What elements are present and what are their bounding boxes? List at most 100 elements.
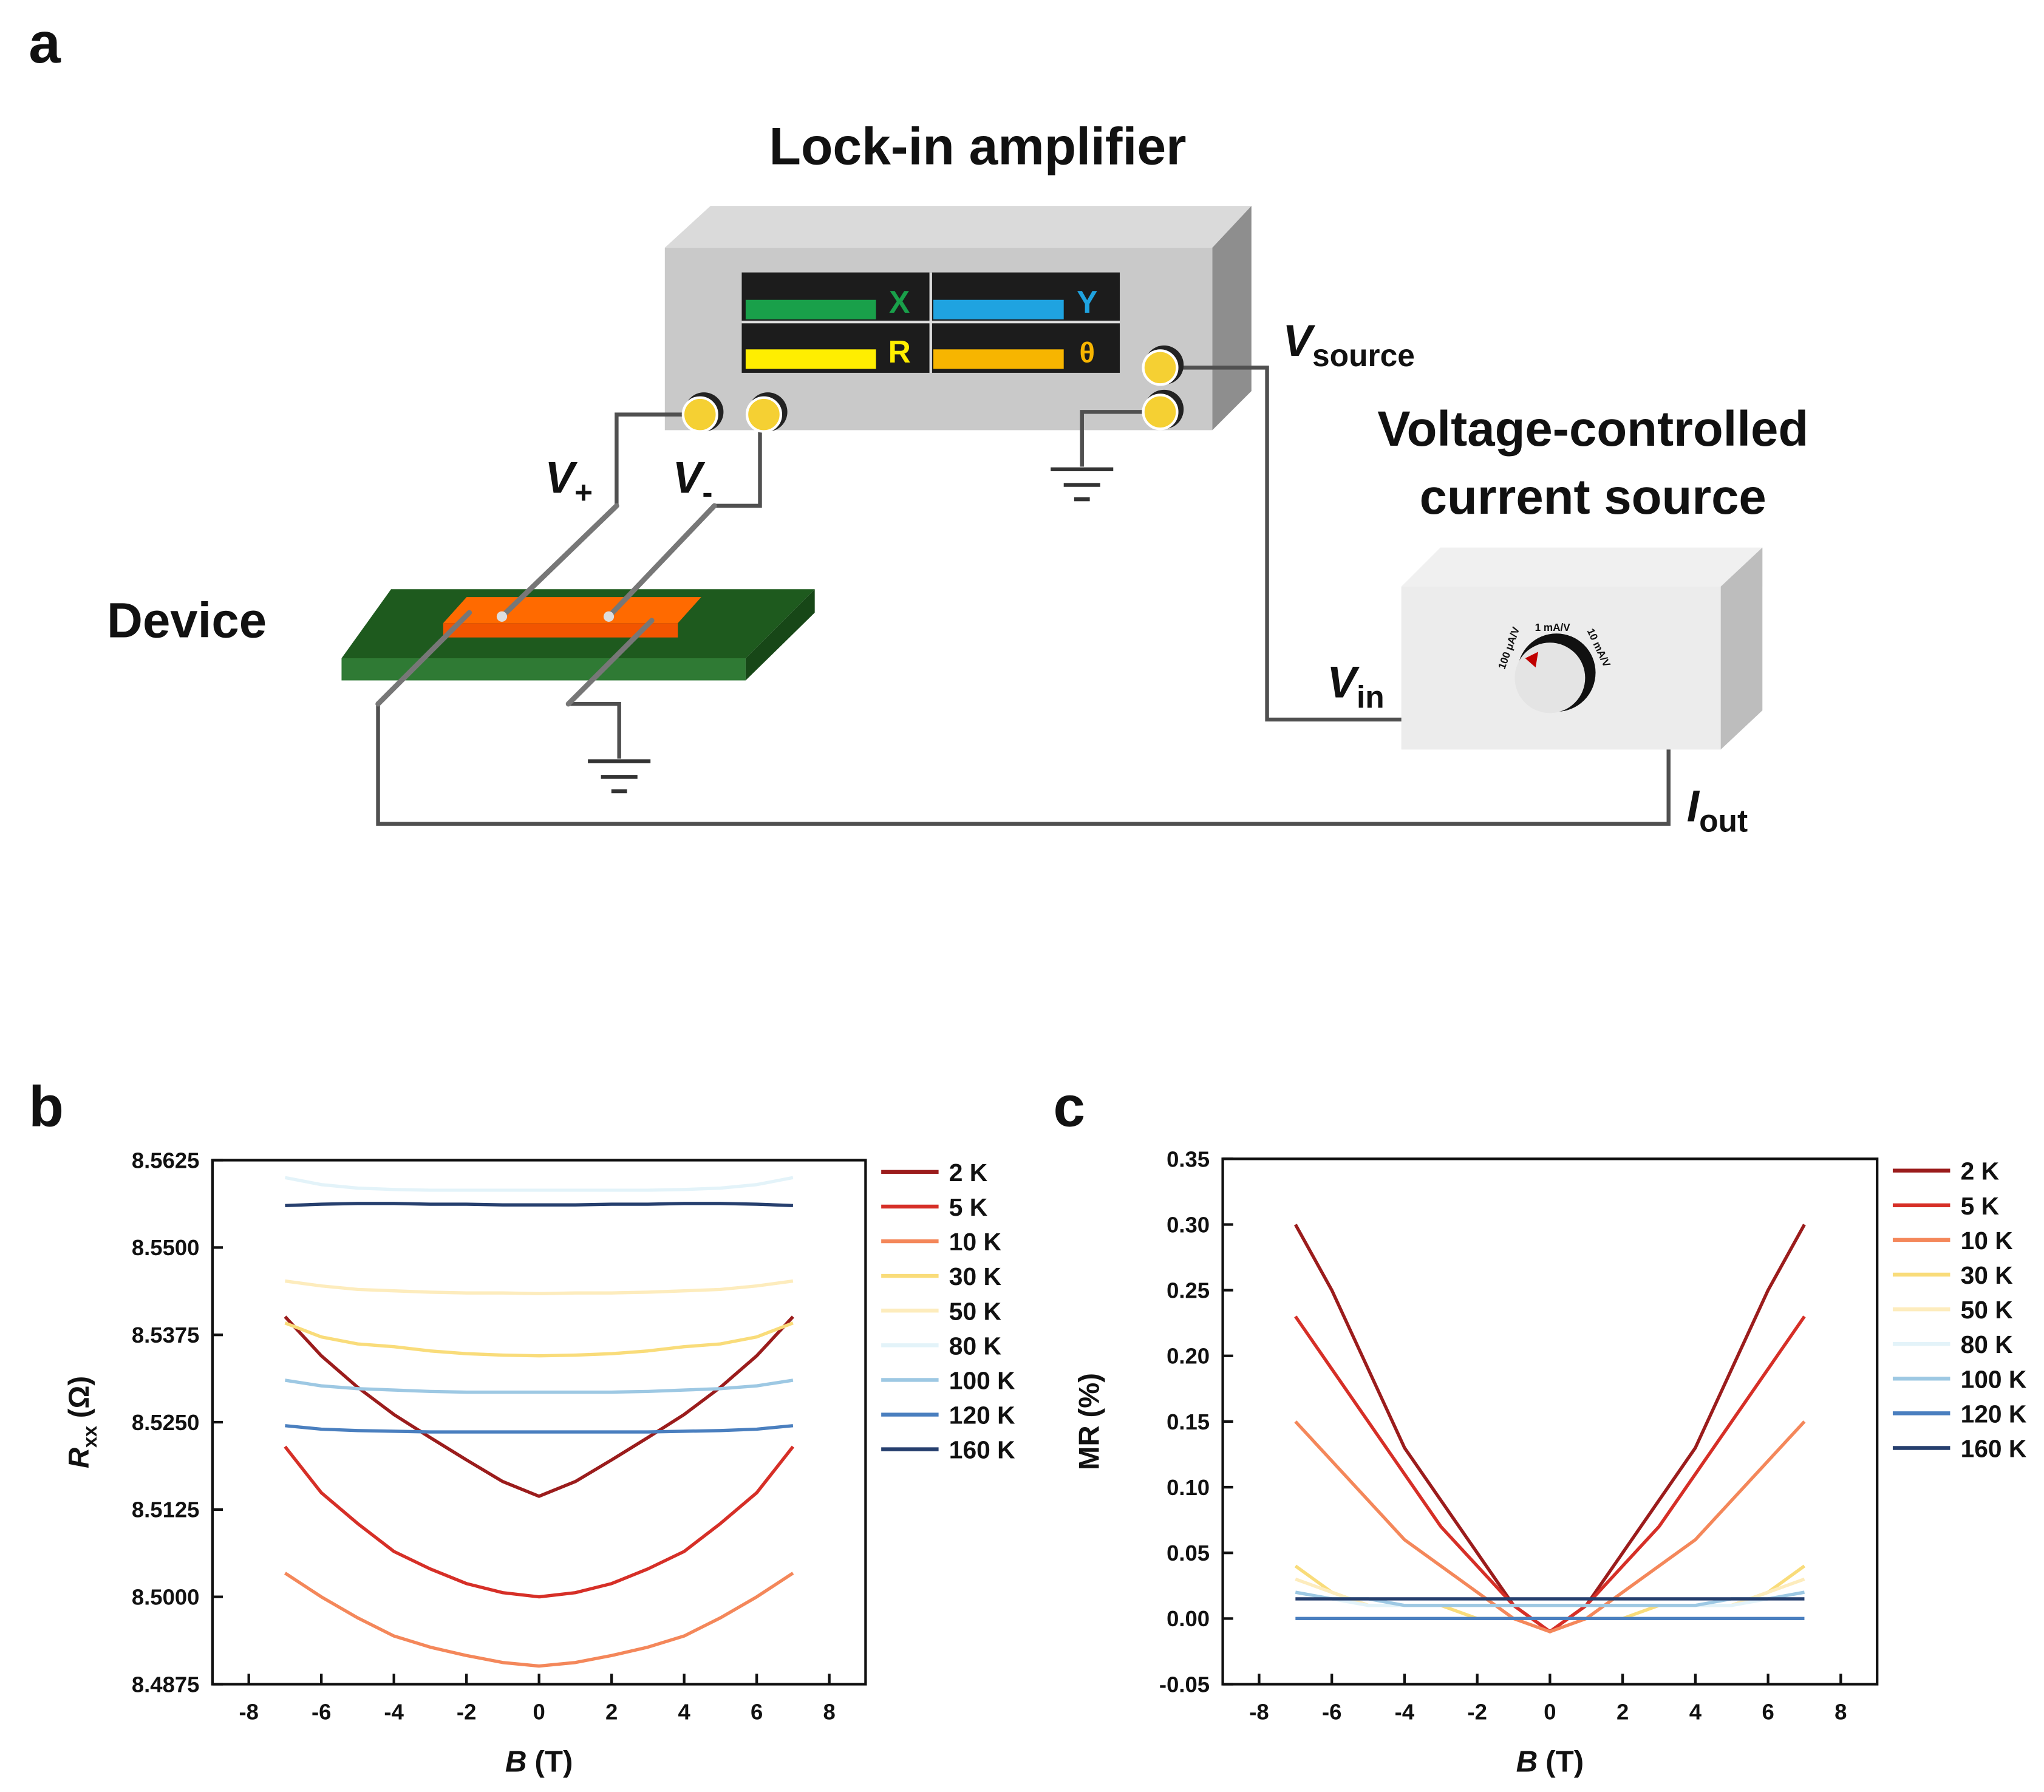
bar-y: [933, 299, 1064, 319]
subscript: +: [574, 475, 593, 510]
data-line: [284, 1176, 794, 1192]
plot-area: [284, 1176, 795, 1668]
legend-label: 2 K: [1961, 1157, 2000, 1185]
display-y: Y: [1077, 284, 1097, 319]
x-tick-label: 6: [751, 1699, 763, 1724]
data-line: [285, 1424, 794, 1434]
y-tick-label: -0.05: [1159, 1672, 1210, 1697]
symbol: B: [505, 1745, 527, 1778]
x-tick-label: 2: [605, 1699, 618, 1724]
data-line: [1294, 1315, 1806, 1634]
plot-frame: [1221, 1157, 1879, 1686]
x-axis-title: B (T): [505, 1745, 573, 1778]
y-tick-label: 0.05: [1167, 1541, 1210, 1565]
symbol: V: [545, 453, 577, 502]
v-plus-label: V+: [545, 453, 593, 509]
wire: [1080, 410, 1160, 467]
y-tick-label: 8.5375: [132, 1323, 200, 1347]
legend-label: 120 K: [1961, 1400, 2027, 1428]
x-tick-label: 2: [1616, 1699, 1629, 1724]
unit: (T): [534, 1745, 573, 1778]
x-axis-title: B (T): [1516, 1745, 1584, 1778]
y-tick-label: 8.5625: [132, 1148, 200, 1173]
v-minus-label: V-: [673, 453, 713, 509]
x-tick-label: 4: [1689, 1699, 1702, 1724]
symbol: I: [1687, 782, 1700, 831]
y-tick-label: 0.15: [1167, 1409, 1210, 1434]
legend-label: 10 K: [1961, 1227, 2014, 1255]
display-x: X: [889, 284, 910, 319]
subscript: source: [1312, 338, 1415, 373]
device-label: Device: [107, 593, 267, 649]
panel-label: a: [29, 11, 61, 75]
x-tick-label: 0: [533, 1699, 545, 1724]
legend-label: 160 K: [949, 1436, 1015, 1464]
panel-label: c: [1054, 1075, 1086, 1139]
sample-front: [443, 623, 678, 638]
knob-label: 1 mA/V: [1535, 621, 1571, 633]
box-top: [1401, 547, 1763, 587]
wire: [376, 704, 1671, 826]
substrate-front: [341, 658, 746, 681]
plot-frame: [211, 1159, 867, 1686]
data-line: [284, 1445, 795, 1599]
x-tick-label: -4: [384, 1699, 404, 1724]
contact: [496, 611, 508, 622]
display-r: R: [888, 334, 911, 369]
lead: [499, 503, 619, 619]
y-tick-label: 0.25: [1167, 1278, 1210, 1303]
y-tick-label: 8.5250: [132, 1410, 200, 1435]
symbol: V: [1327, 658, 1360, 707]
i-out-label: Iout: [1687, 782, 1748, 838]
knob-pointer: [1525, 652, 1539, 668]
v-in-label: Vin: [1327, 658, 1384, 714]
legend-label: 5 K: [1961, 1192, 2000, 1220]
data-line: [285, 1202, 794, 1207]
legend-label: 160 K: [1961, 1435, 2027, 1463]
legend-label: 30 K: [949, 1262, 1002, 1290]
y-tick-label: 8.4875: [132, 1672, 200, 1697]
legend-label: 10 K: [949, 1228, 1002, 1256]
source-title: current source: [1420, 469, 1766, 525]
display-theta: θ: [1080, 337, 1095, 369]
charts: b -8 -6 -4 -2 0 2 4 6 8 8.4875 8.5000 8.5125 8.5250 8.…: [29, 1075, 2027, 1779]
setup-diagram: a Lock-in amplifier X Y R θ: [29, 11, 1808, 839]
data-line: [1294, 1564, 1806, 1621]
legend-label: 100 K: [949, 1366, 1015, 1394]
data-line: [1294, 1420, 1806, 1634]
subscript: in: [1357, 680, 1385, 715]
data-line: [284, 1315, 794, 1498]
subscript: -: [702, 475, 712, 510]
lockin-title: Lock-in amplifier: [769, 117, 1187, 175]
y-axis-title: MR (%): [1074, 1373, 1106, 1470]
y-tick-label: 8.5000: [132, 1585, 200, 1610]
source-title: Voltage-controlled: [1377, 401, 1808, 457]
x-tick-label: -8: [239, 1699, 258, 1724]
data-line: [1295, 1577, 1805, 1607]
chart: b -8 -6 -4 -2 0 2 4 6 8 8.4875 8.5000 8.5125 8.5250 8.…: [29, 1075, 1015, 1779]
y-axis-title: Rxx (Ω): [63, 1376, 101, 1468]
x-tick-label: 6: [1762, 1699, 1774, 1724]
bar-theta: [933, 349, 1064, 369]
x-tick-label: -6: [312, 1699, 331, 1724]
bar-x: [745, 299, 876, 319]
legend-label: 50 K: [1961, 1296, 2014, 1324]
unit: (%): [1074, 1373, 1106, 1417]
wire: [615, 412, 700, 506]
symbol: V: [673, 453, 706, 502]
box-top: [664, 206, 1252, 248]
legend-label: 100 K: [1961, 1365, 2027, 1393]
x-tick-label: -4: [1395, 1699, 1415, 1724]
legend-label: 2 K: [949, 1159, 988, 1187]
panel-label: b: [29, 1075, 64, 1139]
y-tick-label: 8.5125: [132, 1497, 200, 1522]
data-line: [1295, 1590, 1805, 1607]
symbol: V: [1283, 316, 1315, 366]
x-tick-label: 8: [823, 1699, 836, 1724]
data-line: [284, 1321, 794, 1358]
y-tick-label: 0.00: [1167, 1606, 1210, 1631]
x-tick-label: -2: [457, 1699, 476, 1724]
plot-area: [1293, 1224, 1806, 1634]
data-line: [284, 1572, 794, 1668]
